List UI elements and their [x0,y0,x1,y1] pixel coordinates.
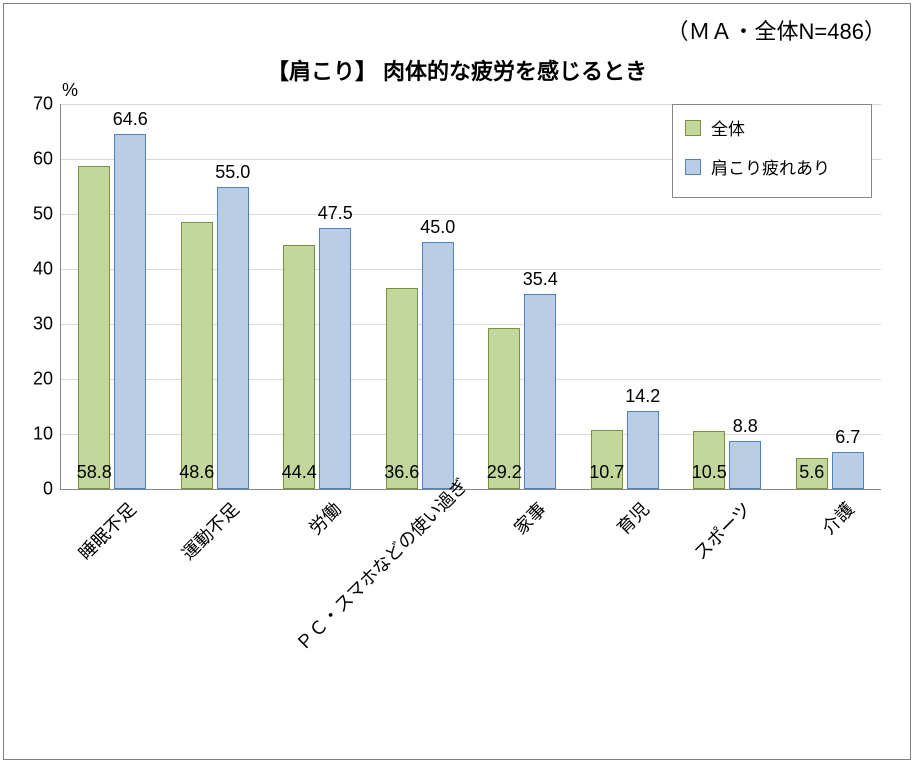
data-label: 36.6 [377,462,427,483]
data-label: 35.4 [515,269,565,290]
data-label: 29.2 [479,462,529,483]
bar-shoulder [832,452,864,489]
data-label: 55.0 [208,162,258,183]
bar-overall [386,288,418,489]
bar-shoulder [319,228,351,489]
y-tick-label: 40 [33,259,61,280]
data-label: 45.0 [413,217,463,238]
data-label: 14.2 [618,386,668,407]
bar-shoulder [422,242,454,490]
data-label: 5.6 [787,462,837,483]
bar-shoulder [729,441,761,489]
legend-swatch [685,120,701,136]
bar-overall [78,166,110,489]
data-label: 10.7 [582,462,632,483]
y-tick-label: 50 [33,204,61,225]
legend-label: 全体 [711,115,745,140]
legend-item: 肩こり疲れあり [685,154,859,179]
y-axis-label: % [62,80,78,101]
bar-shoulder [524,294,556,489]
gridline [61,214,881,215]
bar-shoulder [627,411,659,489]
y-tick-label: 60 [33,149,61,170]
data-label: 44.4 [274,462,324,483]
y-tick-label: 30 [33,314,61,335]
bar-overall [283,245,315,489]
legend-item: 全体 [685,115,859,140]
y-tick-label: 20 [33,369,61,390]
bar-overall [181,222,213,489]
legend: 全体肩こり疲れあり [672,104,872,198]
data-label: 6.7 [823,427,873,448]
y-tick-label: 70 [33,94,61,115]
legend-label: 肩こり疲れあり [711,154,830,179]
data-label: 48.6 [172,462,222,483]
bar-shoulder [114,134,146,489]
chart-title: 【肩こり】 肉体的な疲労を感じるとき [4,54,910,86]
data-label: 10.5 [684,462,734,483]
sample-size-annotation: （ＭＡ・全体N=486） [667,14,886,46]
y-tick-label: 0 [43,479,61,500]
legend-swatch [685,159,701,175]
data-label: 47.5 [310,203,360,224]
data-label: 58.8 [69,462,119,483]
data-label: 8.8 [720,416,770,437]
bar-shoulder [217,187,249,490]
y-tick-label: 10 [33,424,61,445]
data-label: 64.6 [105,109,155,130]
chart-frame: （ＭＡ・全体N=486） 【肩こり】 肉体的な疲労を感じるとき % 0 10 20 3… [3,3,911,760]
